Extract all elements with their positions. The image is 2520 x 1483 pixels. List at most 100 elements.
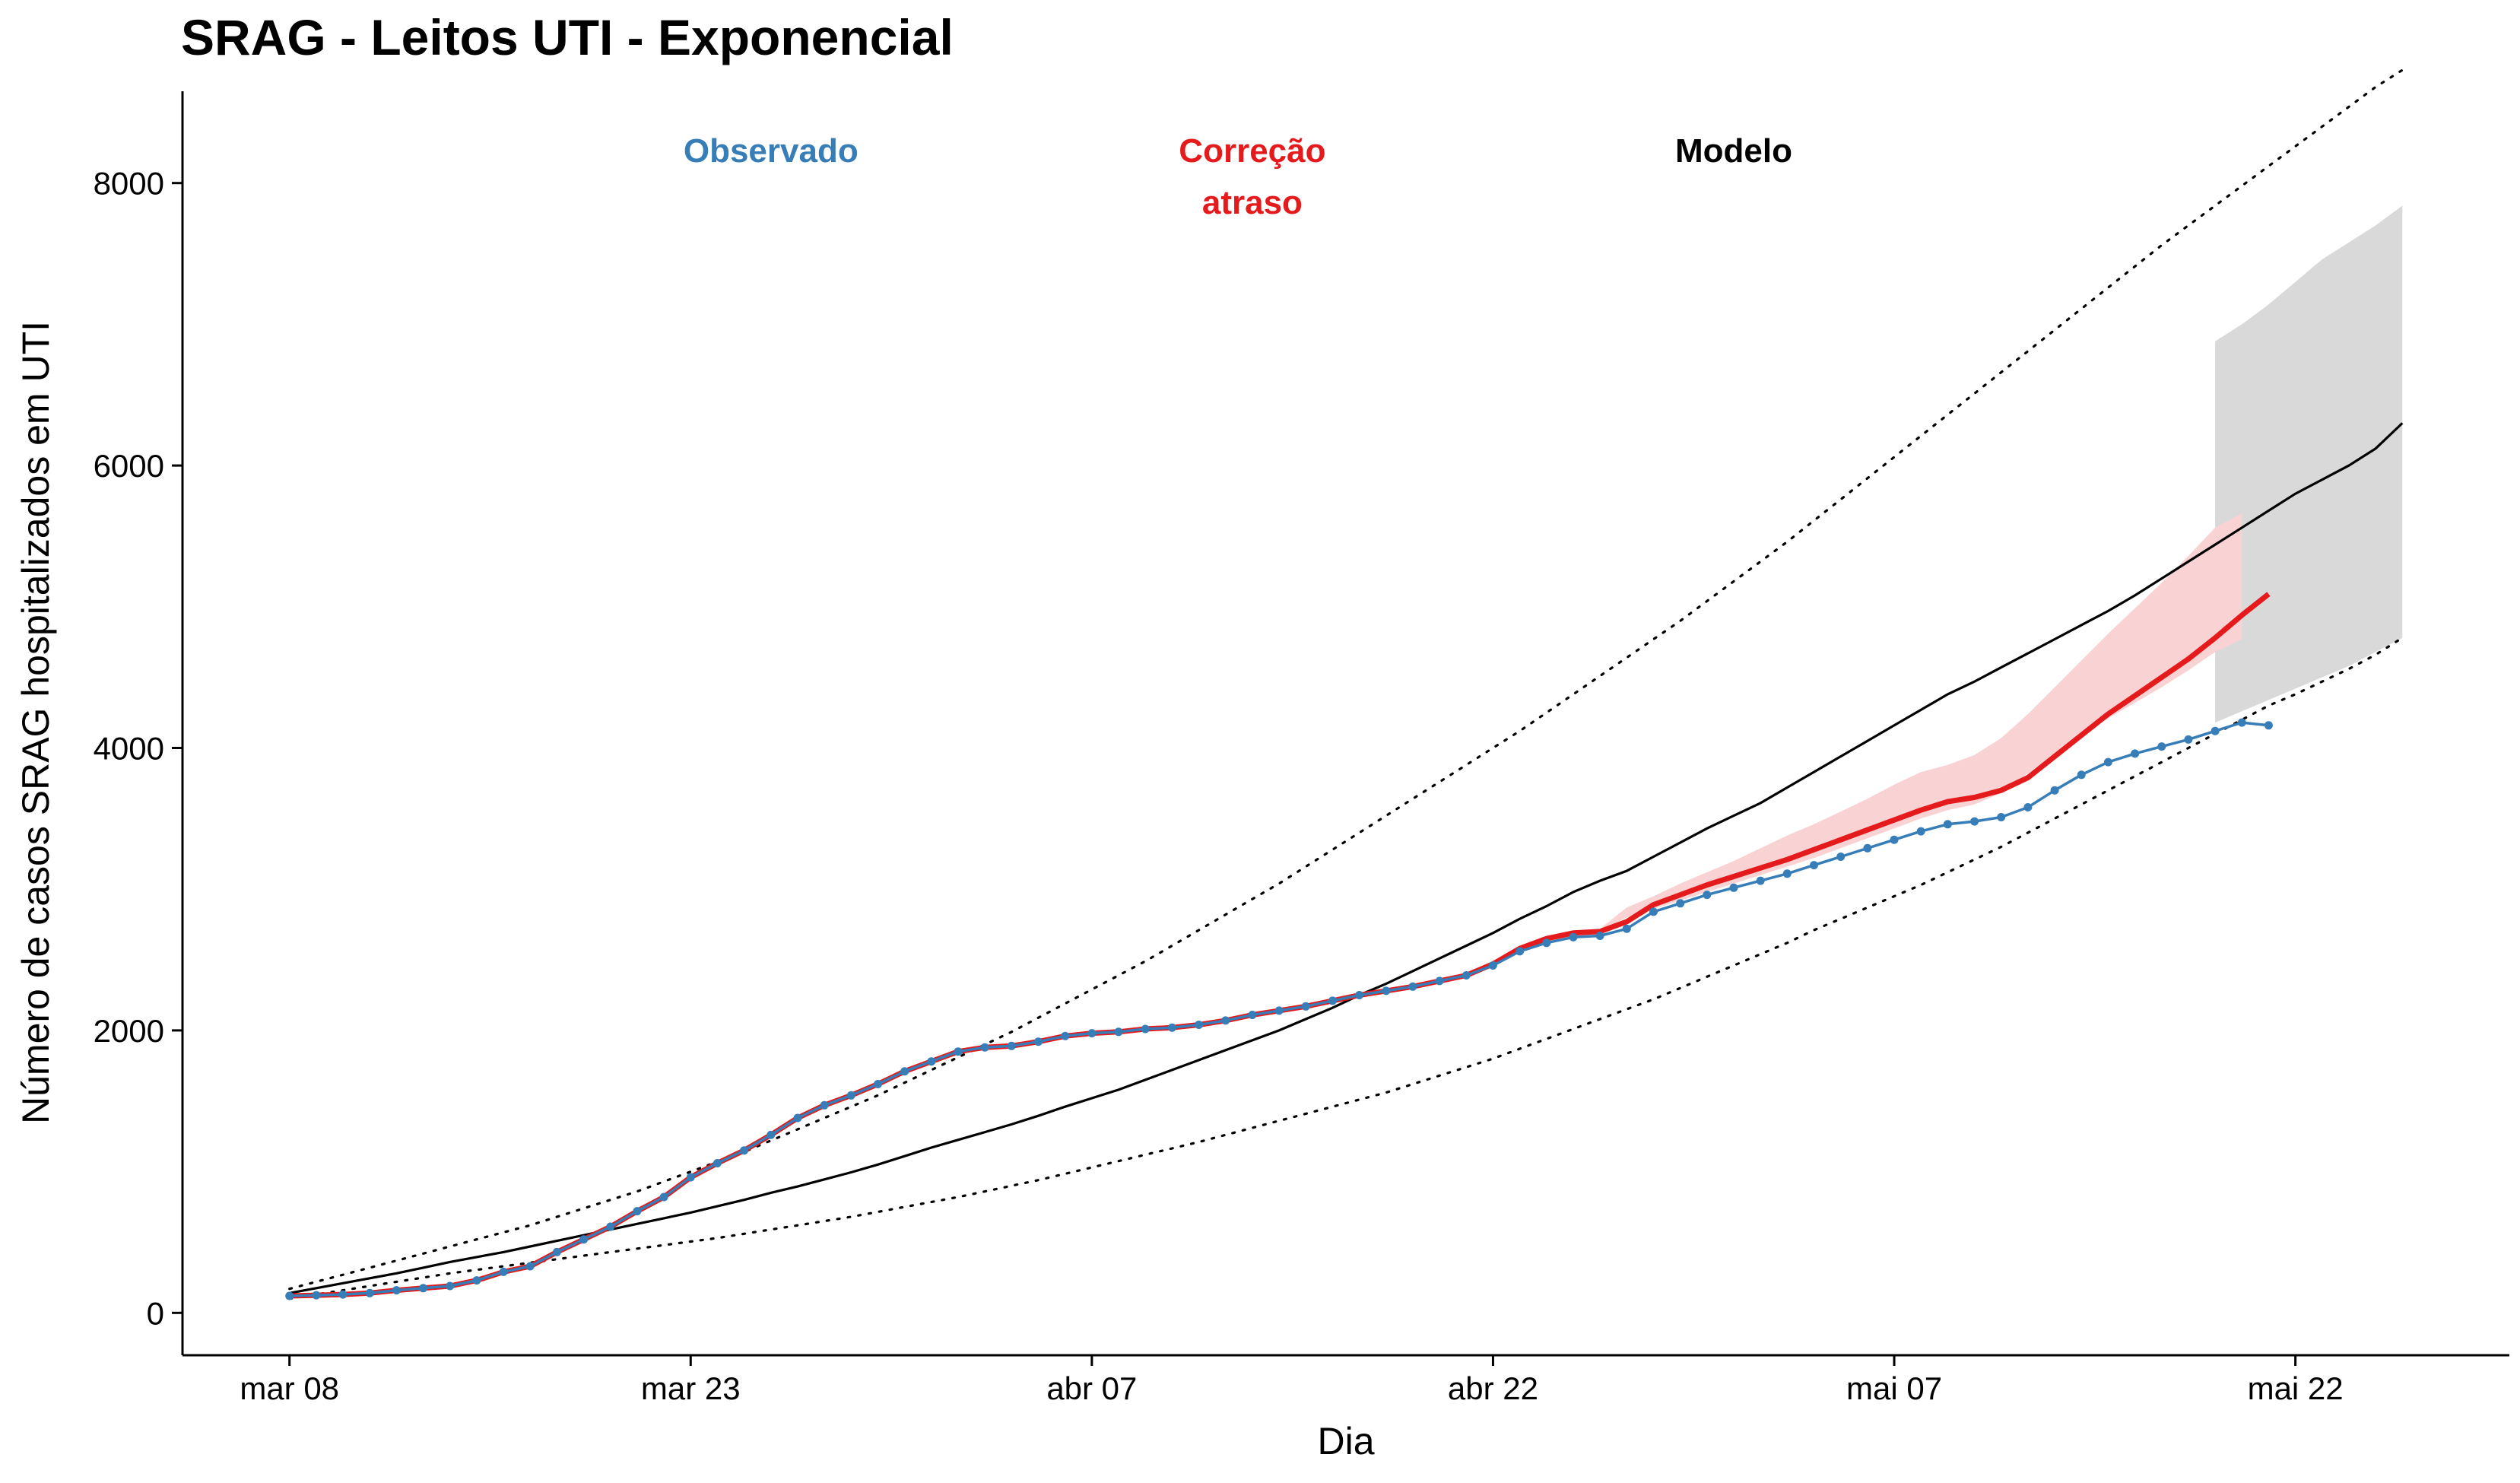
observed-point <box>1195 1021 1204 1029</box>
observed-point <box>713 1159 722 1167</box>
x-tick-label: abr 22 <box>1448 1370 1538 1406</box>
observed-point <box>499 1267 508 1276</box>
observed-point <box>552 1247 561 1256</box>
observed-point <box>579 1235 589 1244</box>
observed-point <box>954 1047 963 1056</box>
observed-point <box>1890 835 1899 844</box>
observed-point <box>766 1130 776 1139</box>
observed-point <box>633 1207 642 1216</box>
observed-point <box>2211 726 2220 735</box>
annotations: Observado Correção atraso Modelo <box>684 132 1792 221</box>
observed-point <box>525 1262 535 1271</box>
annotation-label: Modelo <box>1675 132 1792 170</box>
x-tick-label: mai 07 <box>1846 1370 1942 1406</box>
forecast-band <box>2215 205 2403 723</box>
y-axis-ticks: 0 2000 4000 6000 8000 <box>94 166 182 1331</box>
x-tick-label: mar 23 <box>641 1370 741 1406</box>
observed-point <box>1301 1002 1310 1011</box>
observed-point <box>392 1286 401 1295</box>
observed-point <box>1569 932 1578 942</box>
observed-point <box>980 1043 989 1052</box>
observed-point <box>2184 735 2193 744</box>
observed-point <box>1756 876 1765 885</box>
observed-point <box>285 1291 294 1300</box>
y-tick-label: 4000 <box>94 730 164 766</box>
observed-point <box>1274 1006 1284 1015</box>
observed-point <box>1997 813 2006 821</box>
observed-point <box>686 1173 695 1182</box>
observed-point <box>2157 742 2166 751</box>
plot-area <box>285 68 2404 1300</box>
y-tick-label: 0 <box>147 1295 164 1331</box>
observed-point <box>312 1291 321 1300</box>
model-lower-line <box>288 637 2404 1300</box>
observed-point <box>1943 820 1952 829</box>
annotation-line: atraso <box>1202 184 1303 221</box>
observed-point <box>1649 907 1658 916</box>
observed-point <box>1863 843 1872 853</box>
observed-point <box>2023 803 2033 811</box>
observed-point <box>2264 721 2273 730</box>
observed-point <box>846 1091 855 1100</box>
y-tick-label: 8000 <box>94 166 164 202</box>
observed-point <box>1061 1031 1070 1040</box>
observed-point <box>1595 932 1604 940</box>
observed-point <box>2050 786 2059 795</box>
observed-point <box>446 1281 455 1291</box>
observed-point <box>1007 1041 1016 1050</box>
observed-point <box>1622 924 1631 933</box>
observed-point <box>365 1288 374 1297</box>
observed-point <box>1836 853 1846 861</box>
x-tick-label: abr 07 <box>1046 1370 1137 1406</box>
y-axis-title: Número de casos SRAG hospitalizados em U… <box>14 321 57 1124</box>
observed-point <box>1408 982 1417 991</box>
observed-point <box>659 1192 668 1202</box>
observed-point <box>1810 861 1818 870</box>
observed-point <box>1970 817 1979 826</box>
observed-point <box>1676 899 1685 908</box>
observed-point <box>1034 1037 1043 1046</box>
observed-point <box>1328 996 1337 1005</box>
observed-point <box>1141 1024 1150 1034</box>
observed-point <box>927 1057 936 1066</box>
observed-point <box>1087 1029 1097 1038</box>
chart-title: SRAG - Leitos UTI - Exponencial <box>181 9 954 65</box>
observed-point <box>2077 770 2086 780</box>
observed-point <box>1114 1027 1123 1037</box>
observed-point <box>1542 938 1551 948</box>
observed-point <box>2131 749 2140 758</box>
observed-point <box>2237 718 2246 727</box>
annotation-label: Correção atraso <box>1179 132 1325 221</box>
observed-point <box>1729 883 1738 892</box>
observed-point <box>793 1113 802 1123</box>
observed-point <box>1167 1023 1176 1032</box>
observed-point <box>606 1222 615 1231</box>
observed-point <box>740 1146 749 1155</box>
observed-point <box>1782 869 1792 878</box>
x-axis-title: Dia <box>1317 1420 1374 1462</box>
observed-point <box>2103 757 2112 767</box>
model-line <box>289 422 2404 1294</box>
annotation-line: Modelo <box>1675 132 1792 170</box>
observed-point <box>1248 1011 1257 1019</box>
observed-point <box>1221 1016 1230 1025</box>
annotation-line: Observado <box>684 132 859 170</box>
model-upper-line <box>288 68 2404 1291</box>
x-axis-ticks: mar 08 mar 23 abr 07 abr 22 mai 07 mai 22 <box>240 1355 2344 1406</box>
y-tick-label: 2000 <box>94 1013 164 1049</box>
annotation-line: Correção <box>1179 132 1325 170</box>
observed-point <box>874 1080 882 1088</box>
observed-point <box>900 1067 909 1076</box>
observed-point <box>1462 971 1471 980</box>
observed-point <box>1488 961 1497 970</box>
observed-point <box>472 1276 481 1285</box>
observed-point <box>1355 991 1364 999</box>
observed-point <box>1703 891 1712 900</box>
x-tick-label: mar 08 <box>240 1370 339 1406</box>
x-tick-label: mai 22 <box>2248 1370 2344 1406</box>
observed-point <box>820 1100 829 1110</box>
observed-point <box>1916 827 1925 836</box>
observed-point <box>1382 986 1391 996</box>
